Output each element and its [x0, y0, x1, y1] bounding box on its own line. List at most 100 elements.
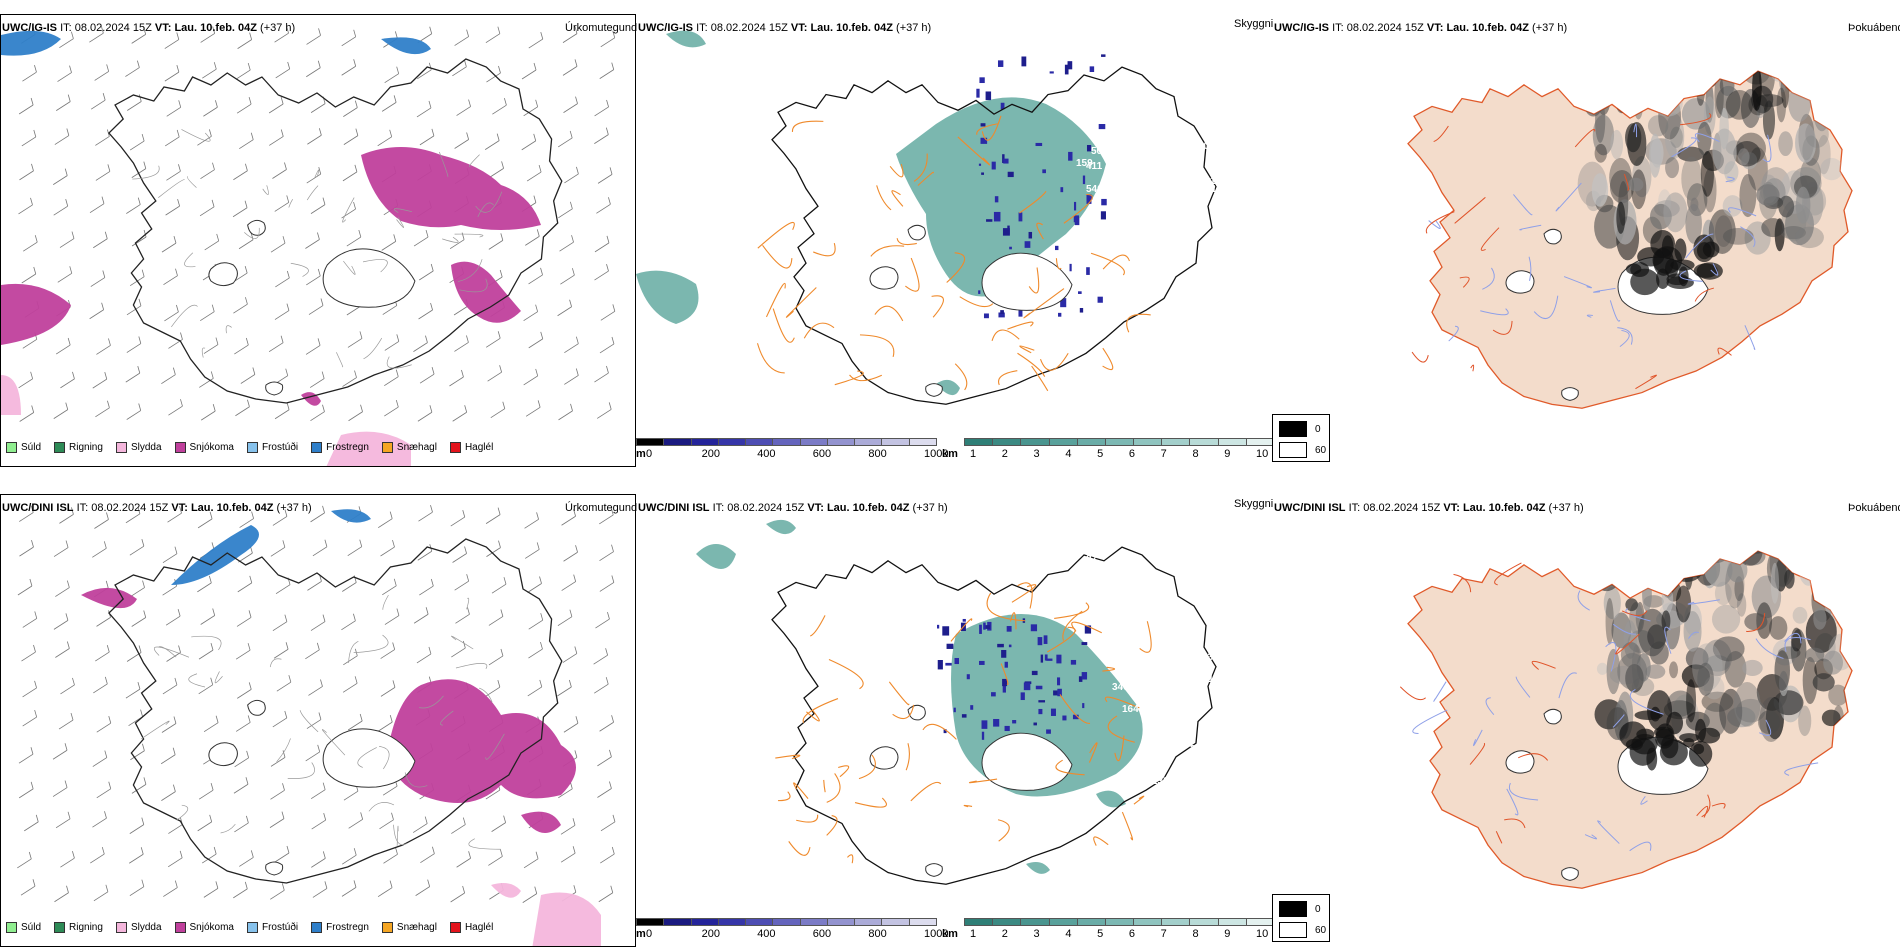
fog-cell [1719, 688, 1743, 734]
legend-label: Snjókoma [189, 922, 234, 933]
wind-barb [593, 648, 608, 665]
fog-cell [1635, 43, 1664, 64]
wind-barb [491, 815, 506, 832]
wind-barb [92, 541, 107, 558]
low-ceiling-cell [1101, 198, 1107, 206]
low-ceiling-cell [986, 219, 993, 222]
legend-item: Rigning [54, 442, 103, 453]
wind-barb [306, 60, 321, 78]
wind-barb [200, 26, 216, 43]
colorbar-segment [826, 438, 856, 446]
colorbar-tick-label: 400 [757, 928, 776, 940]
fog-cell [1637, 608, 1668, 657]
wind-barb [161, 236, 177, 253]
iceland-map [108, 538, 563, 884]
legend-label: Súld [21, 922, 42, 933]
wind-barb [272, 509, 288, 526]
glacier-outline [907, 224, 926, 241]
fog-cell [1604, 71, 1626, 105]
wind-barb [420, 846, 435, 864]
wind-barb [160, 747, 176, 765]
visibility-value-label: 128 [1230, 643, 1247, 654]
low-ceiling-cell [1006, 626, 1012, 632]
visibility-value-label: 415 [1152, 690, 1169, 701]
low-ceiling-cell [983, 625, 991, 629]
wind-barb [161, 367, 176, 384]
fog-cell [1725, 39, 1747, 70]
wind-barb [485, 26, 501, 44]
low-visibility-area [1026, 862, 1050, 874]
fog-cell [1669, 661, 1679, 679]
wind-barb [558, 201, 573, 219]
colorbar-segment [1076, 918, 1106, 926]
wind-barb [562, 59, 578, 76]
low-ceiling-cell [1058, 312, 1062, 317]
low-ceiling-cell [962, 618, 966, 622]
fog-cell [1675, 585, 1692, 623]
low-ceiling-cell [1009, 246, 1012, 250]
wind-barb [125, 60, 140, 77]
visibility-map-title: Skyggni [1234, 498, 1274, 510]
wind-barb [18, 197, 33, 215]
wind-barb [416, 646, 432, 664]
legend-item: Frostregn [311, 442, 369, 453]
low-ceiling-cell [1100, 211, 1106, 220]
wind-barb [380, 680, 396, 697]
low-ceiling-cell [983, 622, 986, 630]
wind-barb [197, 814, 213, 832]
fog-cell [1642, 551, 1658, 559]
wind-barb [310, 197, 326, 214]
colorbar-tick-label: 6 [1128, 928, 1135, 940]
low-ceiling-cell [1012, 720, 1017, 724]
glacier-outline [907, 704, 926, 721]
wind-barb [239, 511, 254, 528]
fog-legend-swatch-0 [1279, 901, 1307, 917]
glacier-outline [925, 383, 943, 397]
visibility-value-label: 320 [1132, 686, 1149, 697]
fog-cell [1739, 173, 1757, 218]
low-ceiling-cell [991, 161, 996, 170]
wind-barb [59, 507, 74, 524]
low-visibility-area [896, 97, 1106, 297]
fog-legend: 0 60 [1272, 894, 1330, 942]
wind-barb [456, 851, 471, 868]
wind-barb [89, 196, 105, 213]
legend-swatch [115, 922, 127, 933]
low-ceiling-cell [1081, 672, 1088, 680]
low-visibility-area [1096, 790, 1126, 808]
model-name: UWC/IG-IS [2, 22, 57, 34]
low-ceiling-cell [942, 626, 950, 636]
legend-swatch [449, 922, 461, 933]
wind-barb [203, 881, 219, 898]
wind-barb [384, 608, 400, 625]
wind-barb [168, 817, 183, 834]
wind-barb [306, 28, 321, 45]
fog-cell [1784, 569, 1795, 589]
visibility-map-header: UWC/IG-IS IT: 08.02.2024 15Z VT: Lau. 10… [638, 22, 932, 34]
wind-barb [522, 886, 538, 903]
low-ceiling-cell [1046, 658, 1053, 661]
fog-cell [1697, 121, 1712, 156]
fog-cell [1603, 586, 1621, 620]
fog-cell [1685, 203, 1702, 244]
wind-barb [129, 847, 144, 864]
wind-barb [59, 31, 74, 49]
wind-barb [416, 100, 432, 118]
low-ceiling-cell [978, 163, 982, 166]
colorbar-tick-label: 7 [1160, 928, 1167, 940]
visibility-value-label: 467 [1168, 206, 1185, 217]
colorbar-segment [1048, 918, 1078, 926]
low-ceiling-cell [979, 624, 982, 634]
colorbar-segment [663, 438, 692, 446]
dense-fog-cell [1679, 733, 1700, 743]
low-ceiling-cell [1081, 642, 1088, 646]
fog-cell [1820, 42, 1832, 69]
visibility-value-label: 138 [1236, 186, 1253, 197]
visibility-map-panel: 27 478 181 566 272 128 342 239 340 320 415 892 180 32… [636, 494, 1272, 914]
low-ceiling-cell [1042, 169, 1046, 174]
wind-barb [454, 132, 470, 149]
iceland-coastline [771, 66, 1217, 405]
fog-cell [1670, 71, 1700, 98]
low-visibility-area [636, 270, 699, 324]
glacier-outline [322, 248, 416, 308]
